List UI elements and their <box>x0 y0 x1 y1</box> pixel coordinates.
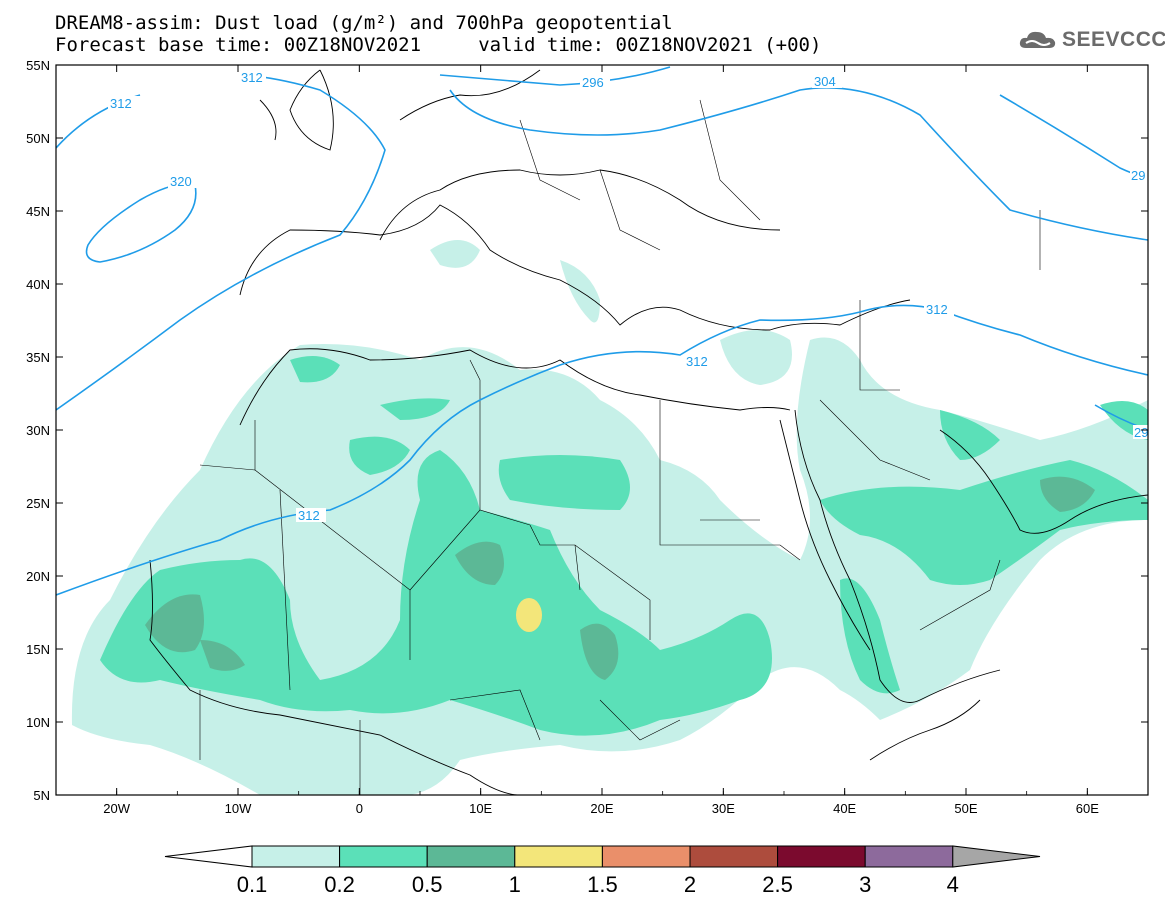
contour-label: 312 <box>926 302 948 317</box>
lat-label: 5N <box>33 788 50 803</box>
contour-label: 320 <box>170 174 192 189</box>
logo-text: SEEVCCC <box>1062 28 1165 51</box>
contour-label: 29 <box>1131 168 1145 183</box>
country-borders <box>199 99 1041 795</box>
colorbar-tick-label: 0.1 <box>237 872 268 897</box>
dust-field-medium <box>145 476 1095 680</box>
lat-label: 30N <box>26 423 50 438</box>
colorbar-extend-high <box>952 845 1041 868</box>
lon-label: 50E <box>954 801 977 816</box>
lon-label: 60E <box>1076 801 1099 816</box>
contour-label: 312 <box>110 96 132 111</box>
dust-field-high <box>516 598 542 632</box>
contour-label: 296 <box>582 75 604 90</box>
lat-label: 45N <box>26 204 50 219</box>
lat-label: 25N <box>26 496 50 511</box>
lat-label: 35N <box>26 350 50 365</box>
colorbar-tick-label: 3 <box>859 872 871 897</box>
seevccc-logo: SEEVCCC <box>1018 28 1165 52</box>
contour-label: 304 <box>814 74 836 89</box>
colorbar-swatch <box>339 845 428 868</box>
colorbar-swatch <box>777 845 866 868</box>
lon-label: 20E <box>590 801 613 816</box>
colorbar-swatch <box>689 845 779 868</box>
colorbar-tick-label: 2 <box>684 872 696 897</box>
colorbar-tick-label: 2.5 <box>762 872 793 897</box>
colorbar-tick-label: 0.2 <box>324 872 355 897</box>
axis-labels: 55N 50N 45N 40N 35N 30N 25N 20N 15N 10N 5N 20W 10W 0 1… <box>26 58 1099 816</box>
colorbar-tick-label: 1.5 <box>587 872 618 897</box>
colorbar-tick-label: 4 <box>947 872 959 897</box>
colorbar-swatch <box>601 845 691 868</box>
contour-label: 312 <box>298 508 320 523</box>
contour-label: 312 <box>686 354 708 369</box>
colorbar-swatch <box>514 845 603 868</box>
map-area: 312 312 296 304 29 320 312 312 312 29 <box>56 66 1148 795</box>
forecast-time-line: Forecast base time: 00Z18NOV2021 valid t… <box>55 34 822 56</box>
colorbar-labels: 0.1 0.2 0.5 1 1.5 2 2.5 3 4 <box>237 872 959 897</box>
colorbar-swatch <box>864 845 954 868</box>
contour-labels: 312 312 296 304 29 320 312 312 312 29 <box>108 70 1148 523</box>
colorbar <box>164 845 1041 868</box>
contour-label: 312 <box>241 70 263 85</box>
lat-label: 15N <box>26 642 50 657</box>
lat-label: 20N <box>26 569 50 584</box>
axis-ticks <box>55 64 1149 796</box>
lat-label: 50N <box>26 131 50 146</box>
colorbar-extend-low <box>164 845 253 868</box>
lat-label: 10N <box>26 715 50 730</box>
lon-label: 20W <box>103 801 130 816</box>
lon-label: 0 <box>356 801 363 816</box>
contour-label: 29 <box>1134 425 1148 440</box>
colorbar-tick-label: 1 <box>509 872 521 897</box>
lon-label: 10E <box>469 801 492 816</box>
lon-label: 30E <box>712 801 735 816</box>
map-title: DREAM8-assim: Dust load (g/m²) and 700hP… <box>55 12 673 34</box>
colorbar-swatch <box>426 845 516 868</box>
lat-label: 55N <box>26 58 50 73</box>
cloud-icon <box>1019 31 1056 48</box>
coastlines <box>149 69 1148 795</box>
colorbar-swatch <box>251 845 341 868</box>
lat-label: 40N <box>26 277 50 292</box>
lon-label: 10W <box>225 801 252 816</box>
colorbar-tick-label: 0.5 <box>412 872 443 897</box>
lon-label: 40E <box>833 801 856 816</box>
